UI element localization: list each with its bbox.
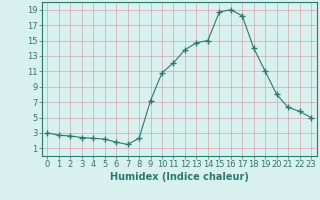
X-axis label: Humidex (Indice chaleur): Humidex (Indice chaleur) [110, 172, 249, 182]
